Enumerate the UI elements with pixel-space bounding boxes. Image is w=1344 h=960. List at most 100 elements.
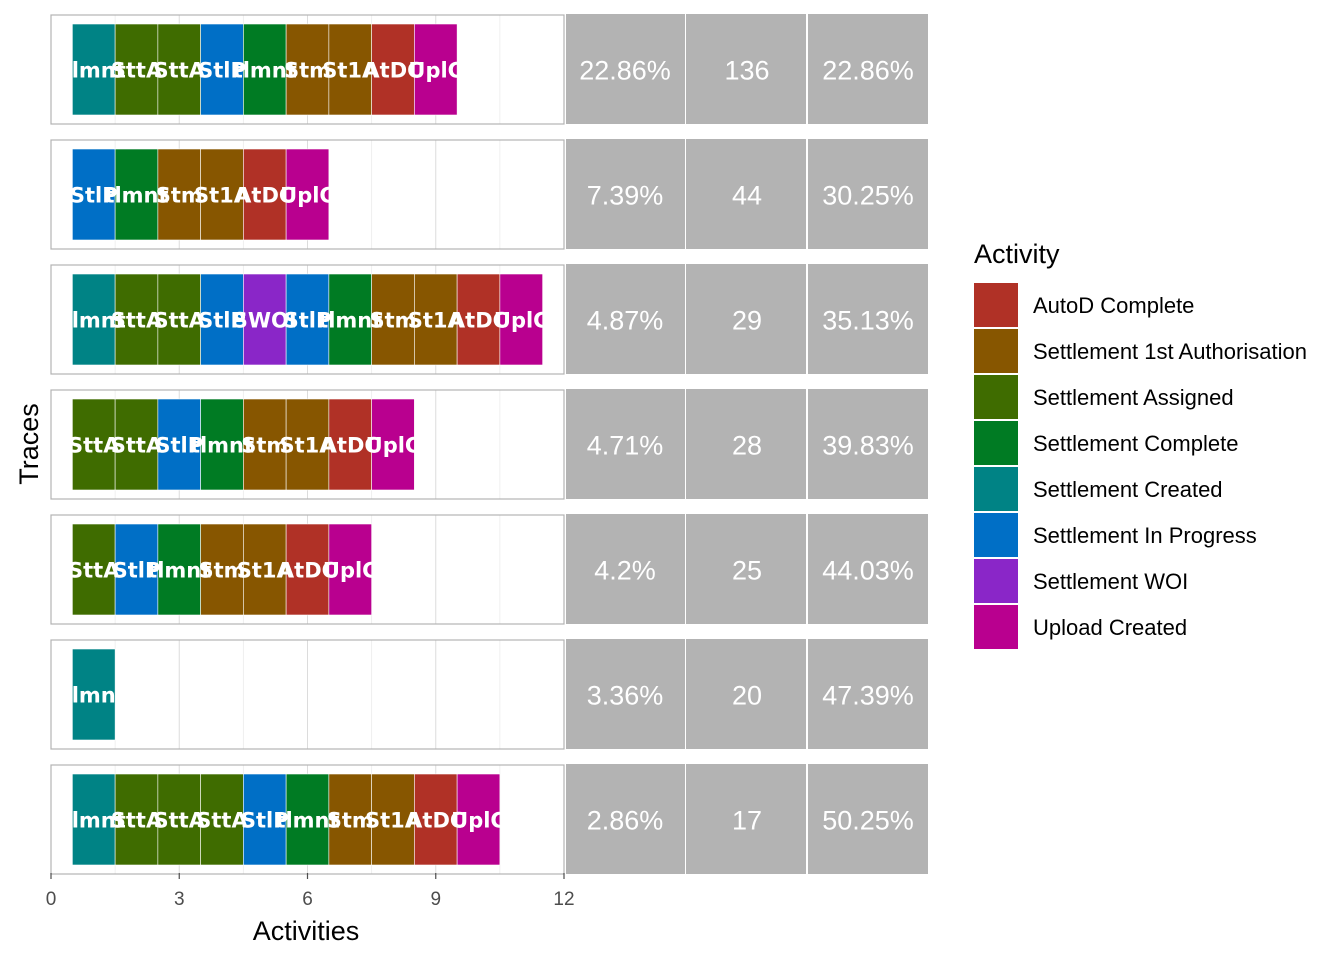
segment-label: tlmnt	[318, 309, 382, 333]
trace-segment	[243, 23, 287, 116]
segment-label: Stm	[156, 184, 203, 208]
legend-swatch	[974, 605, 1018, 649]
stat-value: 50.25%	[822, 806, 914, 836]
segment-label: SWOI	[233, 309, 297, 333]
stat-value: 7.39%	[587, 181, 664, 211]
legend-item: Settlement Complete	[974, 421, 1238, 465]
panel-border	[50, 264, 565, 375]
legend-title: Activity	[974, 239, 1060, 269]
trace-segment	[72, 648, 116, 741]
legend-label: AutoD Complete	[1033, 293, 1194, 318]
segment-label: SttA	[111, 309, 163, 333]
segment-label: Stm	[198, 559, 245, 583]
legend: Activity AutoD Complete Settlement 1st Au…	[974, 239, 1307, 649]
legend-label: Settlement In Progress	[1033, 523, 1257, 548]
stat-cell-relative-frequency: 7.39%	[566, 139, 685, 249]
panel-border	[50, 139, 565, 250]
trace-segment	[456, 273, 501, 366]
legend-swatch	[974, 559, 1018, 603]
stat-cell-cumulative: 22.86%	[808, 14, 928, 124]
y-axis-title: Traces	[14, 403, 44, 485]
segment-label: StlP	[70, 184, 118, 208]
trace-segment	[243, 523, 287, 616]
segment-label: tlmnt	[62, 59, 126, 83]
y-axis: Traces	[14, 403, 44, 485]
trace-panel: tlmnt	[50, 639, 565, 750]
stat-cell-relative-frequency: 4.71%	[566, 389, 685, 499]
segment-label: AtDC	[278, 559, 337, 583]
trace-stat-cells: 22.86% 136 22.86% 7.39% 44 30.25% 4.87% 29 35.13…	[566, 14, 928, 874]
segment-label: Stm	[284, 59, 331, 83]
segment-label: StlP	[241, 809, 289, 833]
segment-label: UplC	[366, 434, 421, 458]
legend-swatch	[974, 375, 1018, 419]
trace-segment	[114, 398, 159, 491]
stat-value: 3.36%	[587, 681, 664, 711]
segment-label: tlmnt	[62, 809, 126, 833]
panel-border	[50, 639, 565, 750]
stat-cell-bg	[686, 14, 806, 124]
segment-label: UplC	[408, 59, 463, 83]
trace-panels: tlmntSttASttAStlPtlmntStmSt1AAtDCUplCStl…	[50, 14, 565, 875]
legend-item: Settlement WOI	[974, 559, 1188, 603]
trace-segment	[114, 148, 159, 241]
trace-segment	[114, 23, 159, 116]
segment-label: AtDC	[363, 59, 422, 83]
stat-value: 4.2%	[594, 556, 656, 586]
stat-cell-bg	[566, 764, 685, 874]
trace-segment	[157, 773, 201, 866]
trace-segment	[414, 773, 458, 866]
panel-border	[50, 389, 565, 500]
stat-cell-bg	[686, 514, 806, 624]
stat-cell-absolute-frequency: 17	[686, 764, 806, 874]
stat-cell-absolute-frequency: 25	[686, 514, 806, 624]
panel-border	[50, 14, 565, 125]
segment-label: StlP	[198, 59, 246, 83]
segment-label: tlmnt	[62, 684, 126, 708]
trace-segment	[328, 773, 372, 866]
stat-cell-cumulative: 44.03%	[808, 514, 928, 624]
stat-cell-bg	[808, 139, 928, 249]
stat-cell-bg	[566, 139, 685, 249]
stat-cell-relative-frequency: 4.2%	[566, 514, 685, 624]
x-tick-label: 6	[302, 889, 313, 910]
trace-segment	[157, 523, 201, 616]
legend-label: Upload Created	[1033, 615, 1187, 640]
trace-segment	[200, 148, 244, 241]
stat-cell-cumulative: 50.25%	[808, 764, 928, 874]
stat-cell-bg	[808, 264, 928, 374]
x-tick-label: 12	[553, 889, 574, 910]
stat-value: 22.86%	[579, 56, 671, 86]
x-axis-title: Activities	[253, 916, 360, 946]
legend-item: Settlement Assigned	[974, 375, 1234, 419]
stat-cell-bg	[566, 264, 685, 374]
stat-cell-bg	[808, 514, 928, 624]
segment-label: AtDC	[321, 434, 380, 458]
segment-label: Stm	[369, 309, 416, 333]
stat-value: 30.25%	[822, 181, 914, 211]
x-tick-label: 3	[174, 889, 185, 910]
trace-segment	[328, 23, 372, 116]
stat-cell-absolute-frequency: 29	[686, 264, 806, 374]
legend-swatch	[974, 467, 1018, 511]
segment-label: AtDC	[406, 809, 465, 833]
stat-cell-bg	[686, 639, 806, 749]
trace-segment	[200, 398, 244, 491]
legend-label: Settlement Assigned	[1033, 385, 1234, 410]
stat-cell-cumulative: 39.83%	[808, 389, 928, 499]
segment-label: tlmnt	[233, 59, 297, 83]
stat-cell-cumulative: 47.39%	[808, 639, 928, 749]
legend-swatch	[974, 283, 1018, 327]
segment-label: SttA	[68, 559, 120, 583]
segment-label: tlmnt	[190, 434, 254, 458]
stat-cell-bg	[686, 139, 806, 249]
stat-cell-cumulative: 30.25%	[808, 139, 928, 249]
segment-label: St1A	[237, 559, 294, 583]
stat-value: 44	[732, 181, 762, 211]
stat-value: 47.39%	[822, 681, 914, 711]
segment-label: SttA	[111, 434, 163, 458]
segment-label: SttA	[154, 59, 206, 83]
